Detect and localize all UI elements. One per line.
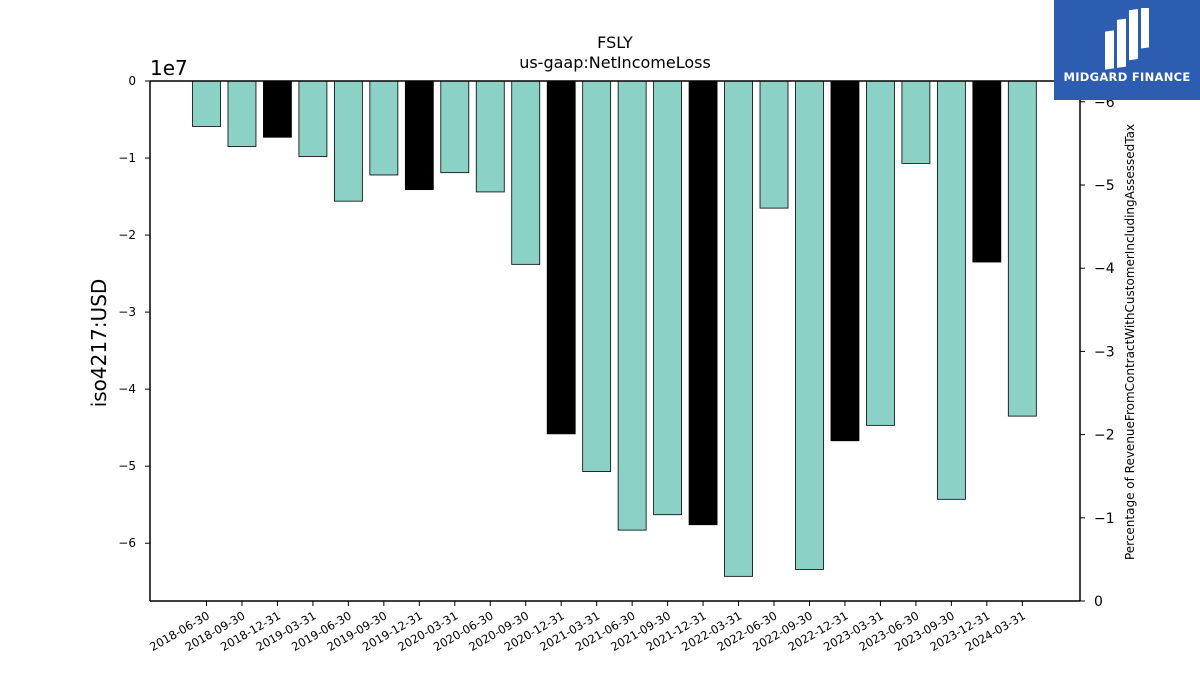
bar-2022-06-30 (759, 80, 789, 209)
y-tick-label: −3 (118, 305, 136, 319)
bar-2020-06-30 (475, 80, 505, 193)
bars-group (192, 80, 1037, 577)
bar-2020-12-31 (546, 80, 576, 435)
y-tick-label: −5 (118, 459, 136, 473)
y-tick-label: −1 (118, 151, 136, 165)
bar-2019-06-30 (333, 80, 363, 202)
y-tick-label: 0 (128, 74, 136, 88)
bar-2019-03-31 (298, 80, 328, 157)
y-scale-label: 1e7 (150, 56, 188, 80)
bar-2023-06-30 (901, 80, 931, 164)
right-y-tick-label: −2 (1094, 428, 1115, 444)
midgard-finance-logo: MIDGARD FINANCE (1054, 0, 1200, 100)
bar-2024-03-31 (1007, 80, 1037, 417)
right-y-tick-label: −4 (1094, 261, 1115, 277)
logo-text: MIDGARD FINANCE (1063, 70, 1191, 84)
bar-2018-12-31 (263, 80, 292, 138)
right-y-tick-label: −3 (1094, 344, 1115, 360)
bar-2018-09-30 (227, 80, 257, 147)
bar-2021-06-30 (617, 80, 647, 531)
y-axis: 0 −1 −2 −3 −4 −5 −6 (118, 74, 150, 550)
bar-2019-12-31 (404, 80, 434, 191)
right-y-tick-label: −1 (1094, 511, 1115, 527)
bar-2022-09-30 (795, 80, 824, 570)
chart-title: FSLY (597, 33, 633, 52)
bar-2019-09-30 (369, 80, 399, 176)
right-y-tick-label: −5 (1094, 178, 1115, 194)
bar-2023-09-30 (936, 80, 966, 500)
y-tick-label: −6 (118, 536, 136, 550)
bar-2022-03-31 (724, 80, 753, 577)
right-y-axis: 0−1−2−3−4−5−6 (1080, 95, 1115, 610)
bar-2020-03-31 (440, 80, 470, 174)
x-axis: 2018-06-302018-09-302018-12-312019-03-31… (147, 601, 1028, 654)
bar-2021-09-30 (653, 80, 683, 516)
logo-mark-icon (1105, 8, 1149, 70)
bar-2021-12-31 (688, 80, 718, 526)
y-axis-label: iso4217:USD (87, 279, 111, 408)
bar-2018-06-30 (192, 80, 221, 127)
right-y-tick-label: 0 (1094, 594, 1103, 610)
bar-2020-09-30 (511, 80, 541, 265)
y-tick-label: −2 (118, 228, 136, 242)
bar-2021-03-31 (582, 80, 612, 472)
bar-2022-12-31 (830, 80, 860, 442)
chart-subtitle: us-gaap:NetIncomeLoss (519, 53, 711, 72)
bar-2023-03-31 (866, 80, 895, 426)
bar-2023-12-31 (972, 80, 1002, 263)
right-y-axis-label: Percentage of RevenueFromContractWithCus… (1123, 124, 1137, 560)
y-tick-label: −4 (118, 382, 136, 396)
